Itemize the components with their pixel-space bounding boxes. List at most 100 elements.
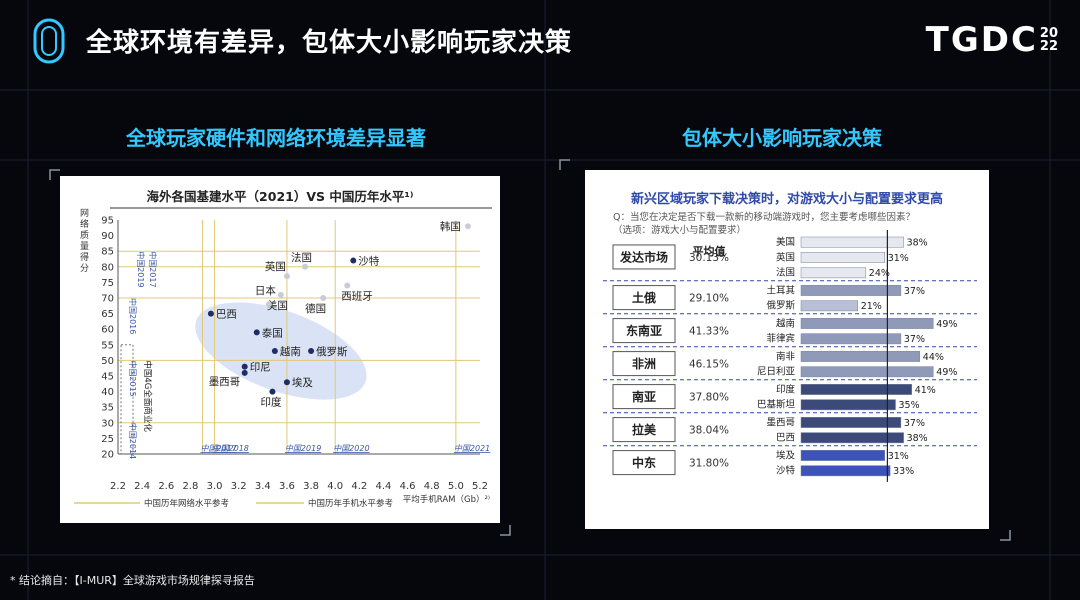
region-label: 东南亚 [626,323,662,338]
x-tick-label: 3.4 [255,481,271,492]
bar [800,417,902,428]
point-label: 德国 [305,302,326,315]
bar-chart-panel: 新兴区域玩家下载决策时，对游戏大小与配置要求更高 Q：当您在决定是否下载一款新的… [585,170,989,529]
scatter-point [344,282,351,289]
point-label: 泰国 [262,326,283,339]
region-label: 拉美 [632,422,657,437]
bar-value-label: 41% [915,385,936,396]
scatter-chart-panel: 海外各国基建水平（2021）VS 中国历年水平¹⁾ 中国2017 中国2018 中国… [60,176,500,523]
region-average: 38.04% [689,425,729,437]
point-label: 印尼 [250,362,271,374]
region-label: 南亚 [632,389,656,404]
horizontal-ref-label: 中国2017 [148,251,158,287]
footnote: * 结论摘自：【I-MUR】全球游戏市场规律探寻报告 [10,574,255,587]
bar-value-label: 44% [923,352,944,363]
cluster-ellipse [195,302,367,400]
region-box [612,351,676,377]
y-tick-label: 45 [101,372,114,383]
region-average: 29.10% [689,293,729,305]
scatter-point [271,348,278,355]
x-tick-label: 4.6 [400,481,416,492]
bar-chart: 平均值 发达市场 30.13% 美国 38% 英国 31% 法国 24% 土俄 29.10% 土耳其 3… [603,230,977,482]
x-tick-label: 4.8 [424,481,440,492]
logo-ring-icon [33,18,65,64]
point-label: 墨西哥 [209,376,241,388]
bar [800,333,902,345]
bar-value-label: 35% [899,400,920,411]
right-section-heading: 包体大小影响玩家决策 [682,126,882,150]
country-label: 菲律宾 [766,333,795,345]
y-tick-label: 90 [101,231,114,242]
y-tick-label: 75 [101,278,114,289]
vertical-ref-label: 中国2021 [454,444,490,453]
point-label: 俄罗斯 [316,345,348,358]
brand-name: TGDC [925,20,1038,60]
point-label: 英国 [265,260,286,273]
survey-option: （选项：游戏大小与配置要求） [613,225,747,236]
bar-value-label: 31% [888,451,909,462]
region-box [612,318,676,344]
x-tick-label: 4.0 [327,481,343,492]
y-tick-label: 50 [101,356,114,367]
x-tick-label: 2.4 [134,481,150,492]
y-tick-label: 40 [101,387,114,398]
brand-year: 20 22 [1040,27,1058,53]
region-box [612,244,676,270]
brand-year-top: 20 [1039,26,1058,41]
bar-chart-title: 新兴区域玩家下载决策时，对游戏大小与配置要求更高 [630,192,943,207]
scatter-point [207,310,214,317]
scatter-point [320,295,327,301]
horizontal-ref-label: 中国2016 [128,298,138,334]
region-box [612,285,676,311]
y-axis-label: 网络质量得分 [80,208,89,274]
country-label: 巴基斯坦 [757,399,796,411]
country-label: 美国 [776,236,795,248]
x-tick-label: 5.0 [448,481,464,492]
annotation-4g: 中国4G全面商业化 [142,360,153,432]
country-label: 墨西哥 [766,417,795,428]
x-tick-label: 3.2 [231,481,247,492]
y-tick-label: 20 [101,450,114,461]
country-label: 尼日利亚 [757,366,796,378]
bar-value-label: 21% [861,301,882,312]
country-label: 埃及 [776,449,796,461]
scatter-point [302,263,309,270]
x-tick-label: 2.6 [158,481,174,492]
bar-value-label: 38% [907,433,928,444]
bar [800,465,891,477]
point-label: 法国 [291,251,312,264]
region-label: 非洲 [632,356,656,371]
legend-label-network: 中国历年网络水平参考 [144,498,229,509]
vertical-ref-label: 中国2019 [285,444,321,453]
country-label: 英国 [776,251,795,263]
horizontal-ref-label: 中国2019 [136,251,146,287]
bar-value-label: 33% [893,466,914,477]
region-box [612,450,676,476]
point-label: 印度 [260,396,281,409]
point-label: 西班牙 [341,291,373,303]
slide-title: 全球环境有差异，包体大小影响玩家决策 [86,28,573,58]
y-tick-label: 65 [101,309,114,320]
bar-value-label: 49% [936,367,957,378]
region-average: 31.80% [689,458,729,470]
bar-value-label: 49% [936,319,957,330]
bar-value-label: 37% [904,286,925,297]
y-tick-label: 30 [101,418,114,429]
point-label: 埃及 [292,376,313,389]
x-tick-label: 3.8 [303,481,319,492]
country-label: 巴西 [776,433,795,444]
scatter-point [308,348,315,355]
region-box [612,384,676,410]
point-label: 日本 [255,284,276,297]
y-tick-label: 95 [101,216,114,227]
bar-value-label: 31% [888,253,909,264]
country-label: 越南 [776,317,795,329]
x-tick-label: 2.2 [110,481,126,492]
bar [800,318,934,329]
y-tick-label: 55 [101,340,114,351]
point-label: 韩国 [440,220,461,233]
legend-label-phone: 中国历年手机水平参考 [308,498,393,509]
x-tick-label: 4.4 [376,481,392,492]
bar [800,267,867,279]
